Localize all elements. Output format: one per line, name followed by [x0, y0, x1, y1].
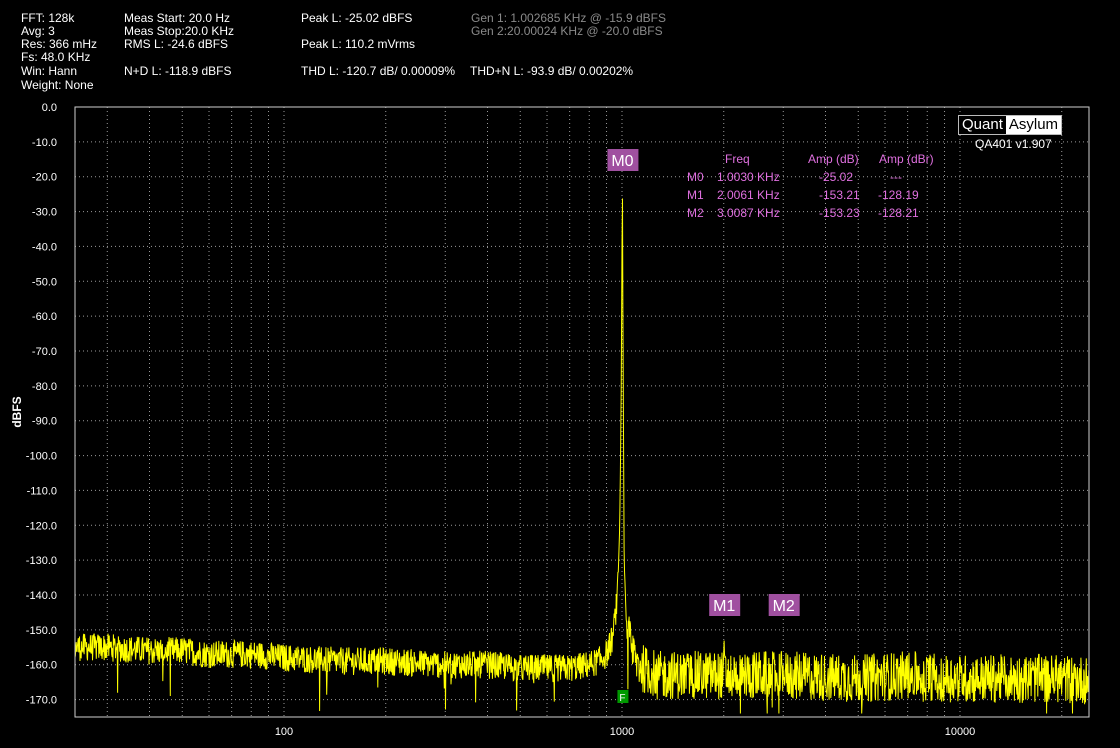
marker-amp-db: -153.23 [819, 206, 860, 220]
x-tick-label: 10000 [945, 726, 976, 738]
marker-amp-dbr: --- [890, 170, 902, 184]
y-tick-label: -110.0 [27, 485, 57, 497]
y-tick-label: 0.0 [42, 102, 57, 114]
header-amp-dbr: Amp (dBr) [879, 152, 934, 166]
brand-asylum: Asylum [1005, 116, 1062, 134]
y-tick-label: -120.0 [26, 520, 57, 532]
marker-m0[interactable]: M0 [607, 149, 639, 171]
brand-quant: Quant [959, 116, 1006, 134]
marker-name: M0 [687, 170, 704, 184]
fft-size-label: FFT: 128k [21, 11, 75, 25]
averages-label: Avg: 3 [21, 24, 55, 38]
marker-amp-db: -25.02 [819, 170, 854, 184]
marker-box [607, 149, 639, 171]
marker-box [709, 594, 741, 616]
y-tick-label: -160.0 [26, 660, 57, 672]
y-tick-label: -10.0 [32, 137, 57, 149]
marker-freq: 1.0030 KHz [717, 170, 780, 184]
fundamental-tag-box [617, 690, 629, 703]
marker-box [768, 594, 800, 616]
meas-start-label: Meas Start: 20.0 Hz [124, 11, 231, 25]
y-tick-label: -150.0 [26, 625, 57, 637]
noise-distortion-label: N+D L: -118.9 dBFS [124, 64, 232, 78]
window-label: Win: Hann [21, 64, 78, 78]
header-amp-db: Amp (dB) [808, 152, 859, 166]
y-tick-label: -70.0 [32, 346, 57, 358]
generator-1-label: Gen 1: 1.002685 KHz @ -15.9 dBFS [471, 11, 666, 25]
marker-label: M0 [611, 153, 633, 170]
marker-label: M2 [773, 598, 795, 615]
y-tick-label: -170.0 [26, 695, 57, 707]
y-axis-label: dBFS [10, 396, 24, 427]
resolution-label: Res: 366 mHz [21, 37, 98, 51]
version-label: QA401 v1.907 [975, 137, 1052, 151]
marker-freq: 2.0061 KHz [717, 188, 780, 202]
marker-label: M1 [713, 598, 735, 615]
sample-rate-label: Fs: 48.0 KHz [21, 50, 91, 64]
rms-left-label: RMS L: -24.6 dBFS [124, 37, 229, 51]
y-tick-label: -80.0 [32, 381, 57, 393]
y-tick-label: -20.0 [32, 172, 57, 184]
marker-amp-dbr: -128.21 [878, 206, 919, 220]
generator-2-label: Gen 2:20.00024 KHz @ -20.0 dBFS [471, 24, 663, 38]
y-tick-label: -50.0 [32, 276, 57, 288]
y-tick-label: -100.0 [26, 451, 57, 463]
weighting-label: Weight: None [21, 78, 94, 92]
thdn-label: THD+N L: -93.9 dB/ 0.00202% [470, 64, 634, 78]
marker-name: M1 [687, 188, 704, 202]
marker-name: M2 [687, 206, 704, 220]
y-tick-label: -140.0 [26, 590, 57, 602]
marker-m2[interactable]: M2 [768, 594, 800, 616]
marker-m1[interactable]: M1 [709, 594, 741, 616]
marker-freq: 3.0087 KHz [717, 206, 780, 220]
x-tick-label: 100 [275, 726, 293, 738]
y-tick-label: -90.0 [32, 416, 57, 428]
brand-logo: Quant Asylum [958, 115, 1063, 135]
spectrum-trace [74, 198, 1090, 714]
fundamental-tag-letter: F [619, 693, 625, 704]
header-freq: Freq [725, 152, 750, 166]
fundamental-tag: F [617, 690, 629, 704]
x-tick-label: 1000 [610, 726, 634, 738]
meas-stop-label: Meas Stop:20.0 KHz [124, 24, 235, 38]
marker-amp-db: -153.21 [819, 188, 860, 202]
y-tick-label: -60.0 [32, 311, 57, 323]
thd-label: THD L: -120.7 dB/ 0.00009% [301, 64, 456, 78]
y-tick-label: -130.0 [26, 555, 57, 567]
y-tick-label: -30.0 [32, 207, 57, 219]
y-tick-label: -40.0 [32, 241, 57, 253]
marker-amp-dbr: -128.19 [878, 188, 919, 202]
plot-frame [74, 106, 1090, 718]
peak-dbfs-label: Peak L: -25.02 dBFS [301, 11, 413, 25]
peak-vrms-label: Peak L: 110.2 mVrms [301, 37, 416, 51]
